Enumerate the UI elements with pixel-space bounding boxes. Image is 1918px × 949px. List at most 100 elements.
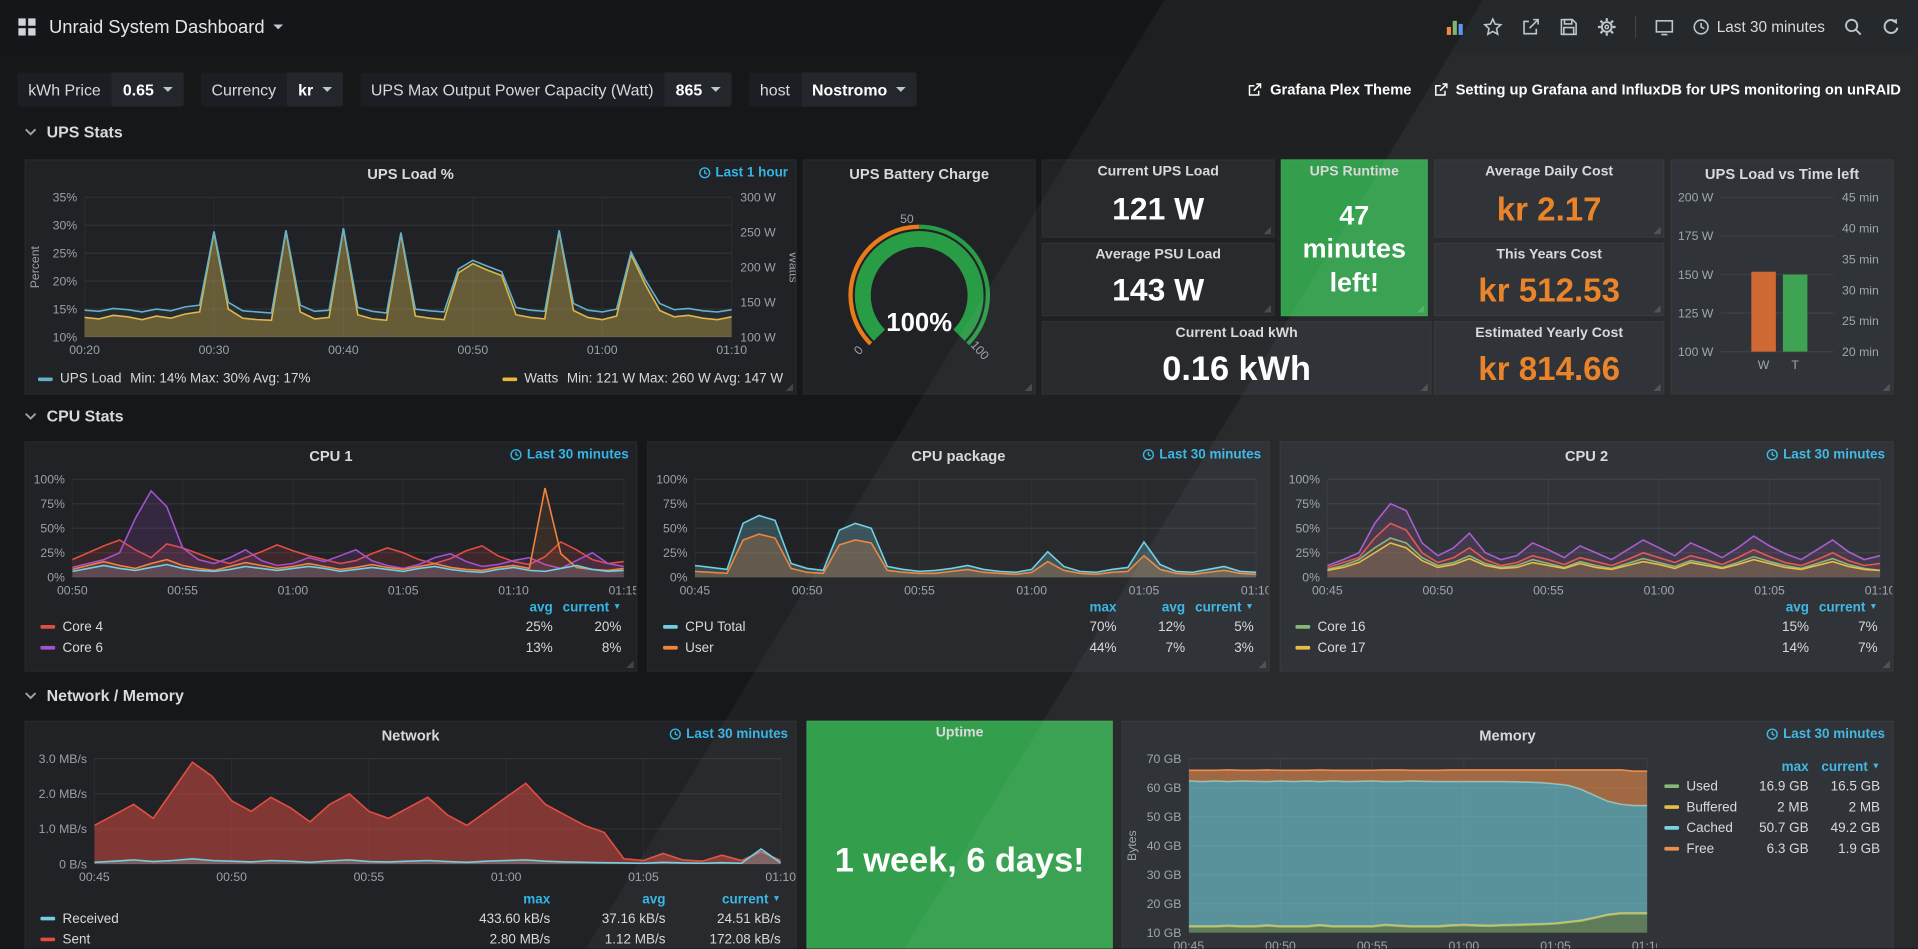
cpu2-legend[interactable]: avg current ▼ Core 16 15% 7% Core 17 14% 7%: [1291, 599, 1883, 658]
svg-text:00:55: 00:55: [354, 870, 385, 883]
add-panel-icon[interactable]: [1445, 17, 1465, 37]
panel-title[interactable]: Network: [381, 726, 440, 744]
svg-text:01:00: 01:00: [1644, 583, 1675, 596]
grid-icon[interactable]: [17, 17, 37, 37]
section-header-cpu-stats[interactable]: CPU Stats: [25, 407, 124, 425]
svg-text:W: W: [1758, 358, 1770, 372]
variable-host: host Nostromo: [748, 72, 917, 107]
legend-row[interactable]: Cached 50.7 GB 49.2 GB: [1659, 817, 1885, 838]
network-chart[interactable]: 3.0 MB/s 2.0 MB/s 1.0 MB/s 0 B/s 00:45 00:50 0…: [26, 749, 797, 884]
svg-text:40 min: 40 min: [1842, 221, 1879, 235]
panel-current-ups-load: Current UPS Load 121 W: [1041, 159, 1275, 238]
chart-canvas: 100% 75% 50% 25% 0%00:45 00:50 00:55 01:00 01:05…: [656, 472, 1272, 597]
svg-text:25%: 25%: [40, 546, 65, 560]
svg-text:00:55: 00:55: [167, 583, 198, 596]
variable-value-dropdown[interactable]: Nostromo: [801, 72, 917, 107]
svg-text:125 W: 125 W: [1678, 306, 1714, 320]
ups-load-chart[interactable]: 35% 30% 25% 20% 15% 10% 300 W 250 W 200 W 150 W 10…: [26, 188, 800, 360]
panel-title[interactable]: Memory: [1479, 726, 1536, 744]
cpu1-legend[interactable]: avg current ▼ Core 4 25% 20% Core 6 13% 8%: [36, 599, 627, 658]
legend-row[interactable]: User 44% 7% 3%: [658, 637, 1259, 658]
time-override-badge: Last 30 minutes: [1766, 447, 1885, 462]
variable-value-dropdown[interactable]: 0.65: [111, 72, 184, 107]
clock-icon: [1142, 449, 1154, 461]
cpu2-chart[interactable]: 100% 75% 50% 25% 0% 00:45 00:50 00:55 01:00 01:05…: [1281, 469, 1896, 597]
legend-row[interactable]: Free 6.3 GB 1.9 GB: [1659, 838, 1885, 859]
legend-row[interactable]: Core 4 25% 20%: [36, 616, 627, 637]
panel-title[interactable]: UPS Battery Charge: [849, 165, 990, 183]
panel-title[interactable]: CPU package: [911, 447, 1006, 465]
panel-title[interactable]: CPU 1: [309, 447, 353, 465]
panel-title[interactable]: This Years Cost: [1496, 247, 1602, 263]
cpu1-chart[interactable]: 100% 75% 50% 25% 0% 00:50 00:55 01:00 01:05 01:10…: [26, 469, 640, 597]
svg-text:45 min: 45 min: [1842, 191, 1879, 205]
refresh-icon[interactable]: [1881, 17, 1901, 37]
svg-text:Bytes: Bytes: [1125, 830, 1139, 861]
svg-text:200 W: 200 W: [740, 260, 776, 274]
stat-value: kr 2.17: [1496, 190, 1602, 228]
ups-load-vs-time-chart[interactable]: 200 W 175 W 150 W 125 W 100 W 45 min 40 min 35 …: [1672, 188, 1893, 374]
battery-gauge[interactable]: 0 50 100 100%: [804, 188, 1034, 396]
legend-row[interactable]: Buffered 2 MB 2 MB: [1659, 797, 1885, 818]
legend-row[interactable]: Used 16.9 GB 16.5 GB: [1659, 776, 1885, 797]
svg-text:30 GB: 30 GB: [1147, 868, 1182, 882]
svg-text:00:45: 00:45: [680, 583, 711, 596]
panel-title[interactable]: Uptime: [935, 725, 984, 741]
cpu-package-legend[interactable]: max avg current ▼ CPU Total 70% 12% 5% User 44% 7…: [658, 599, 1259, 658]
memory-chart[interactable]: 70 GB 60 GB 50 GB 40 GB 30 GB 20 GB 10 GB 00:45…: [1123, 749, 1663, 949]
legend-row[interactable]: Received 433.60 kB/s 37.16 kB/s 24.51 kB/s: [36, 908, 786, 929]
clock-icon: [698, 167, 710, 179]
legend-row[interactable]: Core 17 14% 7%: [1291, 637, 1883, 658]
legend-item[interactable]: UPS Load Min: 14% Max: 30% Avg: 17%: [37, 371, 310, 386]
dashboard-link-ups-guide[interactable]: Setting up Grafana and InfluxDB for UPS …: [1434, 81, 1901, 98]
section-header-network-memory[interactable]: Network / Memory: [25, 686, 184, 705]
legend-row[interactable]: Core 6 13% 8%: [36, 637, 627, 658]
memory-legend[interactable]: max current ▼ Used 16.9 GB 16.5 GB Buffered 2 …: [1657, 749, 1892, 949]
legend-row[interactable]: CPU Total 70% 12% 5%: [658, 616, 1259, 637]
dashboard-link-plex-theme[interactable]: Grafana Plex Theme: [1248, 81, 1411, 98]
star-icon[interactable]: [1482, 17, 1503, 37]
variable-value-dropdown[interactable]: 865: [664, 72, 732, 107]
legend-row[interactable]: Core 16 15% 7%: [1291, 616, 1883, 637]
settings-gear-icon[interactable]: [1597, 17, 1617, 37]
panel-this-years-cost: This Years Cost kr 512.53: [1433, 242, 1665, 317]
panel-title[interactable]: UPS Load vs Time left: [1704, 165, 1860, 183]
legend-item[interactable]: Watts Min: 121 W Max: 260 W Avg: 147 W: [502, 371, 783, 386]
svg-text:01:00: 01:00: [1016, 583, 1047, 596]
stat-value: 143 W: [1112, 271, 1205, 309]
panel-title[interactable]: UPS Runtime: [1309, 164, 1399, 179]
memory-body: 70 GB 60 GB 50 GB 40 GB 30 GB 20 GB 10 GB 00:45…: [1123, 749, 1893, 949]
section-header-ups-stats[interactable]: UPS Stats: [25, 123, 123, 141]
panel-title[interactable]: Average PSU Load: [1095, 247, 1221, 263]
share-icon[interactable]: [1521, 17, 1541, 37]
svg-text:01:10: 01:10: [716, 343, 747, 357]
legend-row[interactable]: Sent 2.80 MB/s 1.12 MB/s 172.08 kB/s: [36, 929, 786, 949]
panel-title[interactable]: Estimated Yearly Cost: [1475, 326, 1624, 341]
panel-title[interactable]: Current UPS Load: [1097, 164, 1219, 179]
network-legend[interactable]: max avg current ▼ Received 433.60 kB/s 37.16 …: [36, 891, 786, 949]
tv-mode-icon[interactable]: [1654, 17, 1674, 37]
panel-title[interactable]: CPU 2: [1564, 447, 1609, 465]
svg-text:01:10: 01:10: [765, 870, 795, 883]
panel-title[interactable]: Average Daily Cost: [1485, 164, 1614, 179]
chart-canvas: 100% 75% 50% 25% 0%00:45 00:50 00:55 01:00 01:05…: [1289, 472, 1896, 597]
variable-ups-max-output: UPS Max Output Power Capacity (Watt) 865: [359, 72, 732, 107]
variable-value-dropdown[interactable]: kr: [287, 72, 343, 107]
panel-network: Network Last 30 minutes 3.0 MB/s 2.0 MB/s…: [24, 720, 797, 949]
save-icon[interactable]: [1559, 17, 1579, 37]
svg-text:01:10: 01:10: [498, 583, 529, 596]
panel-title[interactable]: UPS Load %: [367, 165, 454, 183]
clock-icon: [1766, 728, 1778, 740]
dashboard-title[interactable]: Unraid System Dashboard: [49, 17, 284, 37]
time-override-badge: Last 30 minutes: [1142, 447, 1261, 462]
svg-text:01:10: 01:10: [1241, 583, 1269, 596]
zoom-out-icon[interactable]: [1843, 17, 1863, 37]
svg-text:Watts: Watts: [786, 252, 795, 283]
panel-title[interactable]: Current Load kWh: [1175, 326, 1298, 341]
svg-text:100 W: 100 W: [740, 330, 776, 344]
cpu-package-chart[interactable]: 100% 75% 50% 25% 0% 00:45 00:50 00:55 01:00 01:05…: [648, 469, 1272, 597]
stat-value: 0.16 kWh: [1162, 349, 1312, 388]
time-range-button[interactable]: Last 30 minutes: [1692, 18, 1825, 36]
ups-load-legend[interactable]: UPS Load Min: 14% Max: 30% Avg: 17% Watts M…: [37, 371, 783, 386]
external-link-icon: [1248, 82, 1263, 97]
